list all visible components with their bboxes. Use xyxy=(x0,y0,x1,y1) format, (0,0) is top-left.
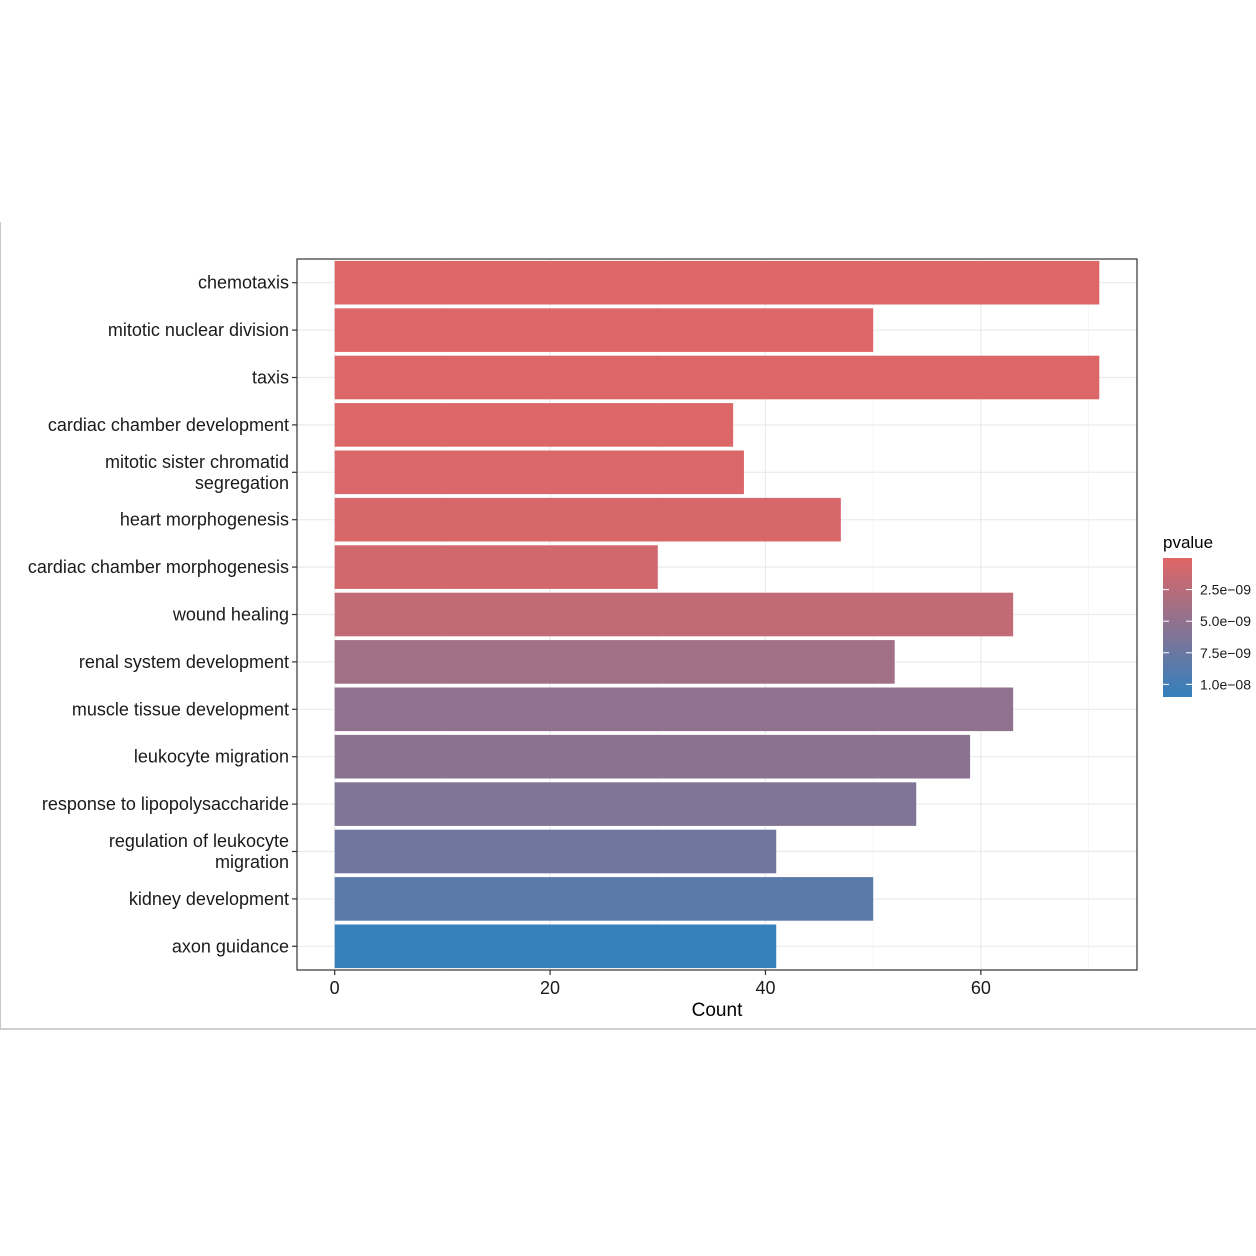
bar xyxy=(334,450,744,495)
y-tick-label: renal system development xyxy=(79,652,289,672)
legend-tick-label: 2.5e−09 xyxy=(1200,582,1251,598)
legend-title: pvalue xyxy=(1163,533,1213,552)
y-tick-label: mitotic sister chromatid xyxy=(105,452,289,472)
bar xyxy=(334,403,734,447)
y-tick-label: muscle tissue development xyxy=(72,699,289,719)
y-tick-label: cardiac chamber morphogenesis xyxy=(28,557,289,577)
bar xyxy=(334,497,841,542)
y-tick-label: taxis xyxy=(252,368,289,388)
bar xyxy=(334,687,1014,732)
y-tick-label: regulation of leukocyte xyxy=(109,831,289,851)
y-tick-label: leukocyte migration xyxy=(134,747,289,767)
bar xyxy=(334,640,895,684)
y-tick-label: mitotic nuclear division xyxy=(108,320,289,340)
x-tick-label: 20 xyxy=(540,978,560,998)
legend-tick-label: 1.0e−08 xyxy=(1200,676,1251,692)
y-tick-label: chemotaxis xyxy=(198,273,289,293)
y-tick-label: cardiac chamber development xyxy=(48,415,289,435)
legend-tick-label: 7.5e−09 xyxy=(1200,645,1251,661)
bar xyxy=(334,877,874,921)
y-tick-label: wound healing xyxy=(172,605,289,625)
legend-colorbar xyxy=(1163,558,1192,697)
figure-frame xyxy=(0,222,1256,1030)
x-axis-title: Count xyxy=(692,1000,743,1021)
legend-tick-label: 5.0e−09 xyxy=(1200,613,1251,629)
bar xyxy=(334,924,777,969)
x-tick-label: 60 xyxy=(971,978,991,998)
bar xyxy=(334,734,971,779)
x-tick-label: 0 xyxy=(330,978,340,998)
y-tick-label: migration xyxy=(215,852,289,872)
bar xyxy=(334,592,1014,637)
bar xyxy=(334,829,777,874)
y-tick-label: response to lipopolysaccharide xyxy=(42,794,289,814)
bar xyxy=(334,308,874,352)
bar xyxy=(334,260,1100,305)
y-tick-label: axon guidance xyxy=(172,936,289,956)
y-tick-label: segregation xyxy=(195,473,289,493)
y-tick-label: heart morphogenesis xyxy=(120,510,289,530)
bar xyxy=(334,355,1100,400)
bar xyxy=(334,545,658,589)
x-tick-label: 40 xyxy=(755,978,775,998)
y-tick-label: kidney development xyxy=(129,889,289,909)
bar xyxy=(334,782,917,826)
